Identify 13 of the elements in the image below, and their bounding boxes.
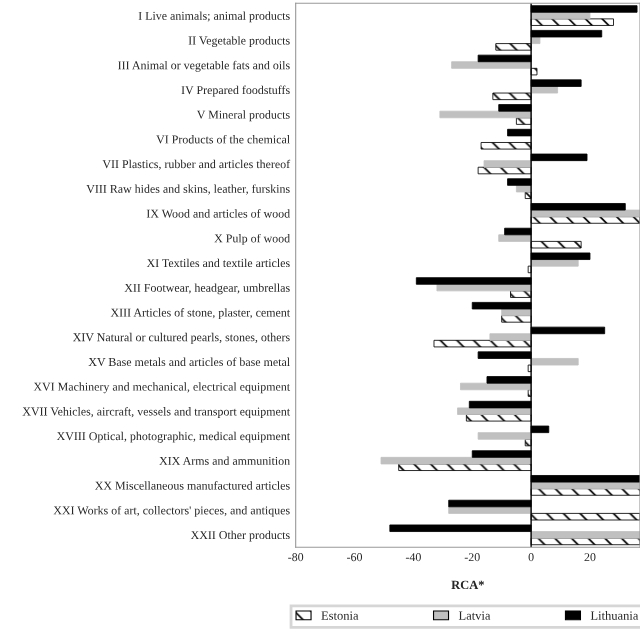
bar: [477, 432, 532, 440]
bar: [436, 283, 532, 292]
bar: [448, 506, 532, 514]
bar: [498, 234, 532, 242]
bar: [530, 259, 579, 267]
bar: [380, 456, 532, 465]
bar: [483, 160, 532, 168]
bar: [530, 86, 559, 94]
bar: [451, 61, 532, 69]
bar: [530, 531, 640, 539]
bar: [530, 358, 579, 366]
bar: [489, 333, 532, 341]
bar: [530, 11, 591, 20]
